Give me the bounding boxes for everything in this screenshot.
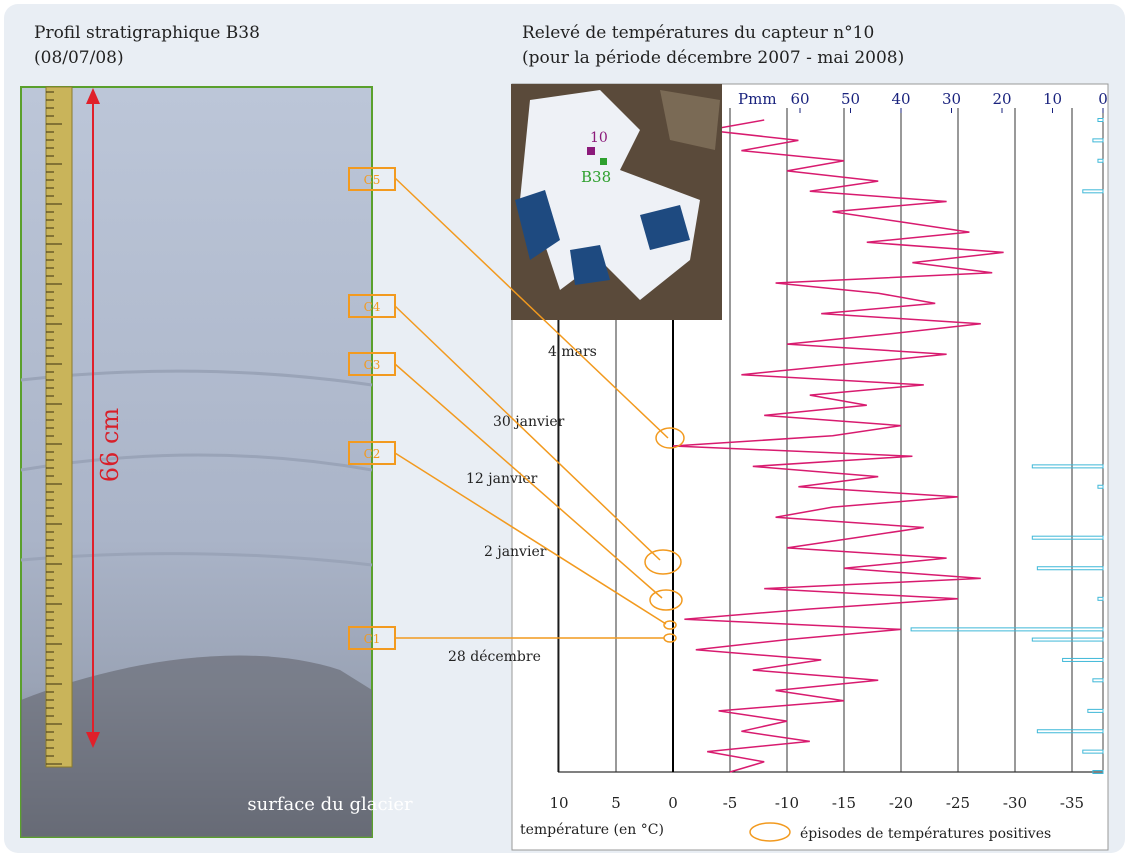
surface-label: surface du glacier xyxy=(247,794,413,815)
layer-box xyxy=(348,167,396,191)
precip-bar xyxy=(1097,484,1104,489)
temp-tick-label: -25 xyxy=(946,794,970,812)
precip-bar xyxy=(1097,158,1104,163)
temp-tick-label: -10 xyxy=(775,794,799,812)
precip-bar xyxy=(1036,729,1104,734)
temp-tick-label: 0 xyxy=(668,794,678,812)
precip-tick-label: 20 xyxy=(992,90,1011,108)
left-title: Profil stratigraphique B38 xyxy=(34,23,260,43)
temp-tick-label: -15 xyxy=(832,794,856,812)
height-label: 66 cm xyxy=(96,408,124,483)
date-label: 12 janvier xyxy=(466,471,538,487)
precip-bar xyxy=(1031,637,1104,642)
precip-tick-label: 30 xyxy=(942,90,961,108)
precip-bar xyxy=(1097,118,1104,122)
precip-bar xyxy=(910,627,1104,632)
precip-tick-label: 40 xyxy=(891,90,910,108)
layer-box xyxy=(348,352,396,376)
date-label: 30 janvier xyxy=(493,414,565,430)
map-label: 10 xyxy=(590,130,608,146)
layer-label: C2 xyxy=(364,447,381,461)
precip-bar xyxy=(1092,770,1104,774)
ruler-ticks xyxy=(46,91,62,765)
precip-bar xyxy=(1097,596,1104,601)
precip-bar xyxy=(1082,189,1104,194)
layer-boxes: C5 C4 C3 C2 C1 xyxy=(348,167,396,650)
glacier-ice xyxy=(21,655,372,837)
precip-bar xyxy=(1062,657,1104,662)
map-label: B38 xyxy=(581,168,611,186)
layer-label: C1 xyxy=(364,632,381,646)
precip-bar xyxy=(1082,749,1104,754)
temp-tick-label: -30 xyxy=(1003,794,1027,812)
precip-bar xyxy=(1031,464,1104,469)
date-label: 28 décembre xyxy=(448,649,541,665)
ruler xyxy=(45,86,73,768)
right-subtitle: (pour la période décembre 2007 - mai 200… xyxy=(522,48,904,68)
layer-label: C4 xyxy=(364,300,381,314)
right-title: Relevé de températures du capteur n°10 xyxy=(522,23,874,43)
temp-tick-label: 10 xyxy=(549,794,568,812)
precip-bar xyxy=(1092,678,1104,683)
precip-tick-label: 50 xyxy=(841,90,860,108)
left-subtitle: (08/07/08) xyxy=(34,48,124,68)
precip-tick-label: 0 xyxy=(1098,90,1108,108)
temp-axis-label: température (en °C) xyxy=(520,822,664,838)
date-label: 4 mars xyxy=(548,344,597,360)
temp-tick-label: -20 xyxy=(889,794,913,812)
precip-tick-label: 60 xyxy=(790,90,809,108)
temperature-line xyxy=(672,119,1004,773)
temp-tick-label: -5 xyxy=(723,794,738,812)
layer-box xyxy=(348,441,396,465)
layer-label: C5 xyxy=(364,173,381,187)
legend-label: épisodes de températures positives xyxy=(800,826,1051,842)
date-label: 2 janvier xyxy=(484,544,547,560)
layer-box xyxy=(348,626,396,650)
links xyxy=(394,177,791,842)
layer-box xyxy=(348,294,396,318)
precip-tick-label: 10 xyxy=(1043,90,1062,108)
precip-bar xyxy=(1092,138,1104,143)
precip-axis-label: Pmm xyxy=(738,90,777,108)
precip-bar xyxy=(1031,535,1104,540)
temp-tick-label: -35 xyxy=(1060,794,1084,812)
map xyxy=(511,84,722,320)
layer-label: C3 xyxy=(364,358,381,372)
precip-bar xyxy=(1036,566,1104,571)
precip-bar xyxy=(1087,708,1104,713)
temp-tick-label: 5 xyxy=(611,794,621,812)
